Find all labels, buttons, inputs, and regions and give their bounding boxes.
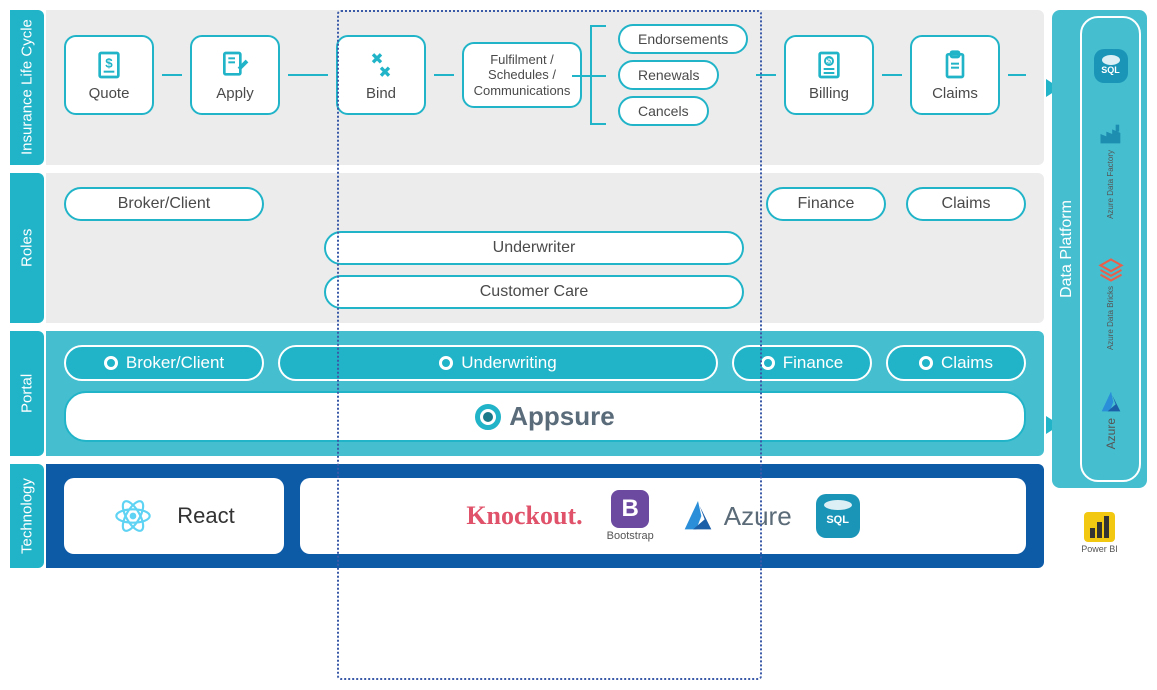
connector (1008, 74, 1026, 76)
databricks-icon (1097, 256, 1125, 284)
portal-panel: Broker/Client Underwriting Finance Claim… (46, 331, 1044, 456)
connector (434, 74, 454, 76)
data-platform-inner: SQL Azure Data Factory Azure Data Bricks… (1080, 16, 1141, 482)
react-icon (113, 496, 153, 536)
lane-label-roles: Roles (10, 173, 44, 323)
dp-item-databricks: Azure Data Bricks (1097, 256, 1125, 350)
lane-lifecycle: Insurance Life Cycle $ Quote Apply (10, 10, 1044, 165)
node-quote: $ Quote (64, 35, 154, 115)
document-dollar-icon: $ (93, 49, 125, 81)
appsure-logo-icon (475, 404, 501, 430)
node-apply: Apply (190, 35, 280, 115)
branch-stack: Endorsements Renewals Cancels (618, 24, 748, 126)
portal-row: Broker/Client Underwriting Finance Claim… (64, 345, 1026, 381)
main-column: Insurance Life Cycle $ Quote Apply (10, 10, 1044, 568)
node-label: Quote (89, 85, 130, 102)
portal-broker: Broker/Client (64, 345, 264, 381)
node-label: Apply (216, 85, 254, 102)
diagram-root: Insurance Life Cycle $ Quote Apply (10, 10, 1147, 568)
bind-arrows-icon (365, 49, 397, 81)
node-billing: $ Billing (784, 35, 874, 115)
form-pencil-icon (219, 49, 251, 81)
lane-label-portal: Portal (10, 331, 44, 456)
azure-icon (678, 496, 718, 536)
appsure-name: Appsure (509, 401, 614, 432)
node-label: Fulfilment / Schedules / Communications (474, 52, 571, 99)
tech-azure-label: Azure (724, 501, 792, 532)
billing-icon: $ (813, 49, 845, 81)
appsure-bar: Appsure (64, 391, 1026, 442)
dp-item-adf: Azure Data Factory (1097, 120, 1125, 219)
azure-icon (1097, 388, 1125, 416)
radio-icon (761, 356, 775, 370)
sql-icon: SQL (816, 494, 860, 538)
tech-azure: Azure (678, 496, 792, 536)
radio-icon (919, 356, 933, 370)
data-platform-label: Data Platform (1058, 200, 1076, 298)
connector (882, 74, 902, 76)
roles-top-row: Broker/Client Finance Claims (64, 187, 1026, 221)
bracket-line (590, 25, 610, 125)
connector (288, 74, 328, 76)
portal-underwriting: Underwriting (278, 345, 718, 381)
role-finance: Finance (766, 187, 886, 221)
bootstrap-icon: B (611, 490, 649, 528)
lane-portal: Portal Broker/Client Underwriting Financ… (10, 331, 1044, 456)
lifecycle-panel: $ Quote Apply Bind Fulfilme (46, 10, 1044, 165)
tech-knockout-label: Knockout. (466, 501, 582, 531)
powerbi-box: Power BI (1052, 498, 1147, 568)
sql-icon: SQL (1094, 49, 1128, 83)
role-customer-care: Customer Care (324, 275, 744, 309)
branch-cancels: Cancels (618, 96, 709, 126)
node-claims: Claims (910, 35, 1000, 115)
powerbi-label: Power BI (1081, 544, 1118, 554)
roles-panel: Broker/Client Finance Claims Underwriter… (46, 173, 1044, 323)
branch-bracket (590, 25, 610, 125)
tech-box-right: Knockout. B Bootstrap Azure SQL (300, 478, 1026, 554)
lane-technology: Technology React Knockout. B Bootstrap (10, 464, 1044, 568)
tech-bootstrap-label: Bootstrap (607, 530, 654, 542)
data-platform-panel: Data Platform SQL Azure Data Factory Azu… (1052, 10, 1147, 488)
connector (162, 74, 182, 76)
role-claims: Claims (906, 187, 1026, 221)
branch-renewals: Renewals (618, 60, 719, 90)
tech-bootstrap: B Bootstrap (607, 490, 654, 542)
node-label: Bind (366, 85, 396, 102)
right-column: Data Platform SQL Azure Data Factory Azu… (1052, 10, 1147, 568)
lane-label-technology: Technology (10, 464, 44, 568)
node-label: Billing (809, 85, 849, 102)
factory-icon (1097, 120, 1125, 148)
connector (756, 74, 776, 76)
radio-icon (104, 356, 118, 370)
lane-roles: Roles Broker/Client Finance Claims Under… (10, 173, 1044, 323)
lifecycle-flow: $ Quote Apply Bind Fulfilme (64, 24, 1026, 126)
powerbi-icon (1084, 512, 1115, 542)
role-broker-client: Broker/Client (64, 187, 264, 221)
dp-item-azure: Azure (1097, 388, 1125, 449)
radio-icon (439, 356, 453, 370)
portal-claims: Claims (886, 345, 1026, 381)
portal-finance: Finance (732, 345, 872, 381)
svg-text:$: $ (827, 56, 832, 65)
tech-box-left: React (64, 478, 284, 554)
node-fulfilment: Fulfilment / Schedules / Communications (462, 42, 582, 109)
dp-item-sql: SQL (1094, 49, 1128, 83)
branch-endorsements: Endorsements (618, 24, 748, 54)
role-underwriter: Underwriter (324, 231, 744, 265)
clipboard-icon (939, 49, 971, 81)
lane-label-lifecycle: Insurance Life Cycle (10, 10, 44, 165)
tech-react-label: React (177, 503, 234, 529)
node-bind: Bind (336, 35, 426, 115)
technology-panel: React Knockout. B Bootstrap Azure SQL (46, 464, 1044, 568)
svg-text:$: $ (105, 55, 113, 70)
node-label: Claims (932, 85, 978, 102)
